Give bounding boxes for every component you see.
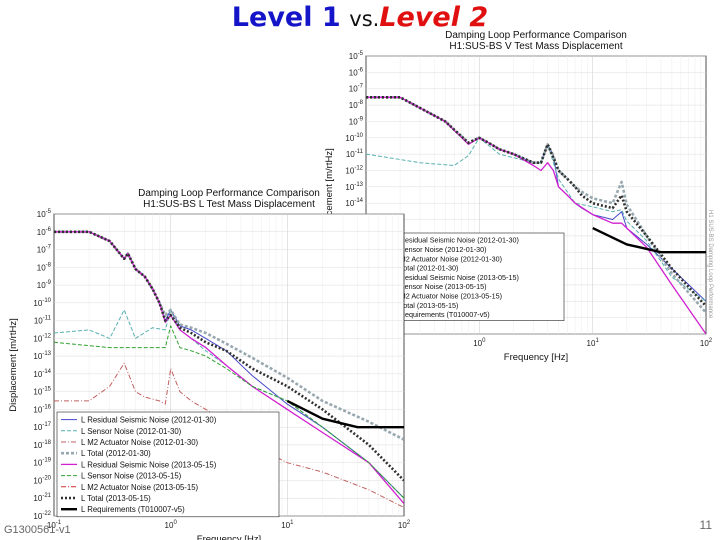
chart-l-xtick-label: 102	[398, 520, 411, 530]
chart-l-legend-label: L Residual Seismic Noise (2013-05-15)	[81, 460, 217, 469]
chart-v-ytick-label: 10-12	[345, 165, 363, 175]
chart-v-series-group	[366, 96, 706, 334]
chart-v-ylabel: Displacement [m/rtHz]	[324, 148, 335, 241]
chart-l-legend-label: L Residual Seismic Noise (2012-01-30)	[81, 416, 217, 425]
chart-l-series-line-5	[54, 325, 404, 499]
chart-l-legend-label: L M2 Actuator Noise (2012-01-30)	[81, 438, 199, 447]
chart-v-series-line-7	[366, 96, 706, 308]
chart-l-legend-label: L Requirements (T010007-v5)	[81, 505, 185, 514]
chart-l-ytick-label: 10-6	[37, 227, 52, 237]
chart-l-legend	[56, 411, 280, 518]
chart-v-legend-label: V Total (2013-05-15)	[393, 301, 458, 310]
chart-v-xlabel: Frequency [Hz]	[504, 352, 568, 363]
chart-v-ytick-label: 10-8	[349, 100, 364, 110]
chart-l-test-mass-displacement: Damping Loop Performance ComparisonH1:SU…	[8, 188, 411, 540]
chart-v-xtick-label: 100	[473, 338, 486, 348]
chart-l-ytick-label: 10-10	[33, 298, 51, 308]
chart-v-ytick-label: 10-14	[345, 198, 363, 208]
chart-v-title: Damping Loop Performance Comparison	[445, 30, 627, 41]
chart-l-ytick-label: 10-11	[34, 316, 52, 326]
chart-l-legend-label: L Sensor Noise (2012-01-30)	[81, 427, 182, 436]
chart-l-ytick-label: 10-21	[33, 493, 51, 503]
chart-v-legend-label: V M2 Actuator Noise (2013-05-15)	[393, 291, 502, 300]
chart-v-series-line-8	[592, 227, 706, 254]
side-note-strip: H1 SUS-BS Damping Loop Performance	[707, 210, 713, 319]
chart-v-ytick-label: 10-10	[345, 133, 363, 143]
chart-v-xtick-label: 101	[587, 338, 600, 348]
chart-v-subtitle: H1:SUS-BS V Test Mass Displacement	[449, 41, 622, 52]
chart-l-ytick-label: 10-20	[33, 475, 51, 485]
chart-l-ytick-label: 10-15	[33, 387, 51, 397]
chart-l-ytick-label: 10-13	[33, 351, 51, 361]
chart-l-ytick-label: 10-14	[33, 369, 51, 379]
title-level-1: Level 1	[231, 2, 341, 33]
chart-v-legend-label: V Requirements (T010007-v5)	[393, 310, 490, 319]
chart-l-ytick-label: 10-16	[33, 404, 51, 414]
chart-l-subtitle: H1:SUS-BS L Test Mass Displacement	[143, 199, 315, 210]
page-number: 11	[699, 518, 712, 532]
chart-v-ytick-label: 10-7	[349, 84, 364, 94]
chart-l-series-group	[54, 230, 404, 508]
chart-v-legend-label: V Sensor Noise (2012-01-30)	[393, 245, 487, 254]
chart-v-xtick-label: 102	[700, 338, 713, 348]
chart-l-legend-label: L Total (2012-01-30)	[81, 449, 151, 458]
chart-l-ytick-label: 10-22	[33, 511, 51, 521]
chart-v-ytick-label: 10-5	[349, 51, 364, 61]
chart-v-legend-label: V Sensor Noise (2013-05-15)	[393, 282, 487, 291]
chart-l-xlabel: Frequency [Hz]	[197, 534, 261, 540]
chart-v-legend-label: V Residual Seismic Noise (2013-05-15)	[393, 273, 519, 282]
chart-l-series-line-7	[54, 230, 404, 482]
chart-l-legend-label: L M2 Actuator Noise (2013-05-15)	[81, 483, 199, 492]
chart-v-legend-label: V Residual Seismic Noise (2012-01-30)	[393, 236, 519, 245]
chart-v-ytick-label: 10-6	[349, 67, 364, 77]
chart-l-series-line-8	[286, 399, 404, 429]
chart-l-xtick-label: 101	[281, 520, 294, 530]
chart-l-ytick-label: 10-18	[33, 440, 51, 450]
chart-l-legend-label: L Total (2013-05-15)	[81, 494, 151, 503]
title-level-2: Level 2	[379, 2, 489, 33]
chart-l-ytick-label: 10-5	[37, 209, 52, 219]
chart-v-ytick-label: 10-9	[349, 116, 364, 126]
chart-l-legend-label: L Sensor Noise (2013-05-15)	[81, 472, 182, 481]
chart-v-ytick-label: 10-13	[345, 182, 363, 192]
chart-l-ytick-label: 10-19	[33, 458, 51, 468]
chart-l-xtick-label: 100	[165, 520, 178, 530]
chart-v-legend-label: V Total (2012-01-30)	[393, 264, 458, 273]
footer-document-id: G1300561-v1	[4, 524, 71, 536]
chart-v-ytick-label: 10-11	[346, 149, 364, 159]
chart-l-ytick-label: 10-12	[33, 333, 51, 343]
chart-l-series-line-2	[54, 362, 404, 508]
chart-v-series-line-4	[366, 96, 706, 334]
chart-l-ytick-label: 10-17	[33, 422, 51, 432]
chart-l-ylabel: Displacement [m/rtHz]	[8, 318, 19, 411]
chart-l-ytick-label: 10-8	[37, 262, 52, 272]
chart-l-ytick-label: 10-7	[37, 245, 52, 255]
chart-v-legend-label: V M2 Actuator Noise (2012-01-30)	[393, 254, 502, 263]
chart-l-title: Damping Loop Performance Comparison	[138, 188, 320, 199]
chart-l-ytick-label: 10-9	[37, 280, 52, 290]
slide-title: Level 1 vs.Level 2	[0, 2, 720, 33]
title-vs: vs.	[349, 7, 380, 31]
chart-l-xtick-label: 10-1	[47, 520, 62, 530]
